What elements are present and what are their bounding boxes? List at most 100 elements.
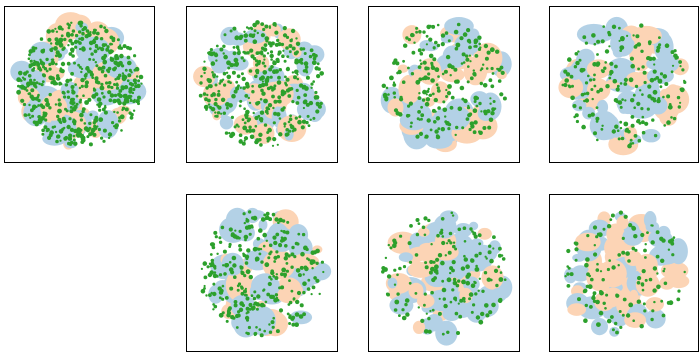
highlight-point xyxy=(282,49,285,52)
highlight-point xyxy=(27,92,30,96)
highlight-point xyxy=(225,102,230,107)
highlight-point xyxy=(69,97,75,102)
highlight-point xyxy=(251,128,256,133)
highlight-point xyxy=(19,85,23,89)
highlight-point xyxy=(228,131,231,135)
highlight-point xyxy=(221,297,225,301)
highlight-point xyxy=(253,303,256,306)
highlight-point xyxy=(259,98,263,101)
highlight-point xyxy=(85,29,90,33)
highlight-point xyxy=(449,105,454,110)
highlight-point xyxy=(621,98,624,101)
highlight-point xyxy=(454,311,459,316)
highlight-point xyxy=(247,117,252,122)
highlight-point xyxy=(295,41,301,46)
highlight-point xyxy=(313,276,317,280)
highlight-point xyxy=(599,87,604,92)
highlight-point xyxy=(88,142,93,147)
highlight-point xyxy=(58,42,64,48)
highlight-point xyxy=(628,77,634,83)
highlight-point xyxy=(463,254,466,258)
highlight-point xyxy=(595,268,600,272)
highlight-point xyxy=(243,221,246,225)
highlight-point xyxy=(254,115,259,121)
highlight-point xyxy=(656,98,661,104)
highlight-point xyxy=(470,258,475,263)
highlight-point xyxy=(259,143,263,147)
highlight-point xyxy=(306,114,310,118)
highlight-point xyxy=(422,89,427,95)
highlight-point xyxy=(16,89,21,95)
highlight-point xyxy=(253,33,256,36)
highlight-point xyxy=(210,93,214,98)
highlight-point xyxy=(58,129,64,134)
highlight-point xyxy=(646,231,649,234)
highlight-point xyxy=(230,270,235,275)
highlight-point xyxy=(295,50,299,54)
highlight-point xyxy=(443,303,448,309)
highlight-point xyxy=(407,38,411,42)
highlight-point xyxy=(653,97,656,100)
highlight-point xyxy=(300,125,305,130)
highlight-point xyxy=(420,113,425,118)
highlight-point xyxy=(255,326,258,329)
highlight-point xyxy=(615,330,619,335)
highlight-point xyxy=(244,287,247,290)
highlight-point xyxy=(284,252,289,257)
highlight-point xyxy=(20,79,23,82)
highlight-point xyxy=(277,50,282,55)
highlight-point xyxy=(625,251,630,256)
highlight-point xyxy=(477,47,482,52)
highlight-point xyxy=(41,128,45,133)
highlight-point xyxy=(596,53,599,56)
highlight-point xyxy=(77,131,82,137)
highlight-point xyxy=(415,79,421,85)
highlight-point xyxy=(252,247,256,251)
highlight-point xyxy=(102,95,106,99)
highlight-point xyxy=(55,62,58,66)
highlight-point xyxy=(61,116,66,121)
highlight-point xyxy=(66,90,70,93)
highlight-point xyxy=(233,89,238,94)
highlight-point xyxy=(88,47,92,51)
highlight-point xyxy=(637,67,640,71)
highlight-point xyxy=(266,131,270,134)
highlight-point xyxy=(478,277,481,280)
highlight-point xyxy=(200,75,203,78)
highlight-point xyxy=(97,127,101,132)
highlight-point xyxy=(617,253,621,257)
highlight-point xyxy=(660,258,665,263)
highlight-point xyxy=(657,78,663,84)
highlight-point xyxy=(457,302,460,305)
highlight-point xyxy=(389,75,394,81)
highlight-point xyxy=(660,299,664,303)
highlight-point xyxy=(468,45,472,50)
highlight-point xyxy=(681,68,685,72)
highlight-point xyxy=(475,315,481,320)
highlight-point xyxy=(18,70,23,76)
highlight-point xyxy=(566,272,570,276)
highlight-point xyxy=(448,231,453,236)
highlight-point xyxy=(297,273,302,278)
highlight-point xyxy=(230,115,234,119)
scatter-plot-2 xyxy=(193,20,326,147)
highlight-point xyxy=(305,75,310,80)
highlight-point xyxy=(604,307,607,310)
highlight-point xyxy=(478,130,483,135)
highlight-point xyxy=(67,141,71,146)
highlight-point xyxy=(85,128,90,133)
highlight-point xyxy=(79,118,83,122)
highlight-point xyxy=(641,269,646,274)
highlight-point xyxy=(621,236,625,240)
highlight-point xyxy=(303,265,308,270)
highlight-point xyxy=(389,246,393,250)
highlight-point xyxy=(595,235,599,239)
highlight-point xyxy=(213,230,218,235)
highlight-point xyxy=(212,73,216,78)
highlight-point xyxy=(132,87,136,92)
highlight-point xyxy=(229,286,234,291)
highlight-point xyxy=(67,26,71,30)
highlight-point xyxy=(256,31,259,35)
highlight-point xyxy=(251,225,254,229)
highlight-point xyxy=(468,40,472,44)
